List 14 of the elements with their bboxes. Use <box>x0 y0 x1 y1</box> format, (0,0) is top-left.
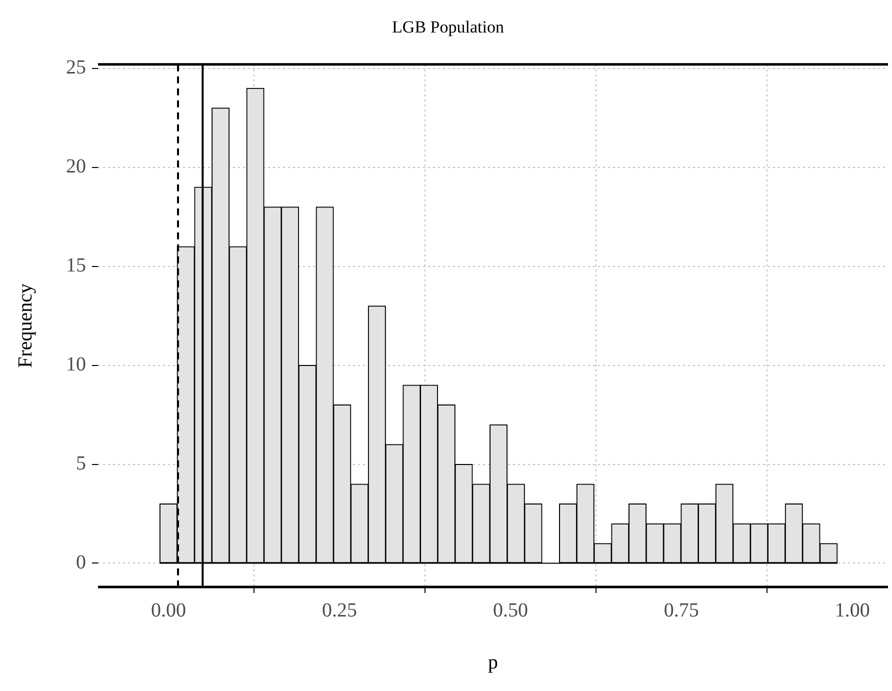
x-axis-title: p <box>488 651 498 674</box>
x-tick-label: 0.50 <box>492 599 528 622</box>
y-tick-label: 0 <box>76 551 86 574</box>
y-tick-label: 10 <box>66 354 86 376</box>
y-tick-label: 5 <box>76 452 86 475</box>
x-tick-label: 0.25 <box>322 599 357 622</box>
x-tick-label: 1.00 <box>834 599 870 622</box>
x-tick-label: 0.00 <box>150 599 186 622</box>
chart-title: LGB Population <box>392 18 504 37</box>
x-tick-label: 0.75 <box>664 599 699 622</box>
y-tick-label: 20 <box>66 156 86 178</box>
y-axis-title: Frequency <box>14 283 36 368</box>
y-tick-label: 15 <box>66 254 86 277</box>
y-tick-label: 25 <box>66 56 86 79</box>
